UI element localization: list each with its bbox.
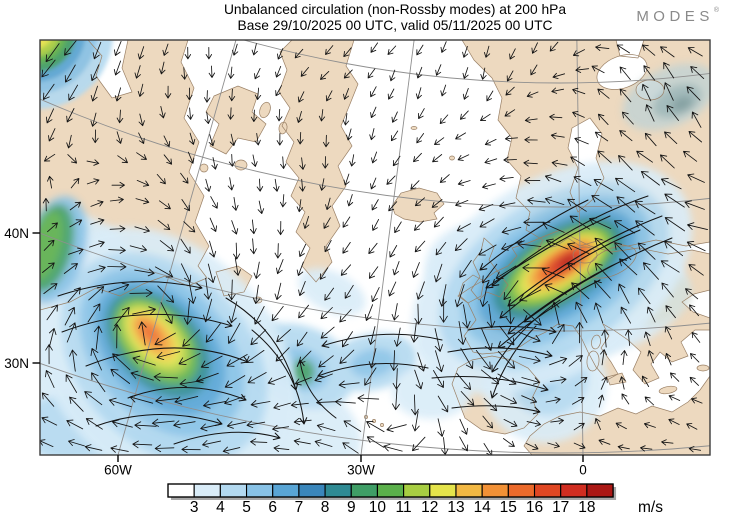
colorbar-cell — [219, 483, 248, 498]
colorbar-cell — [298, 483, 326, 498]
colorbar-tick-label: 4 — [216, 499, 225, 516]
colorbar-cell — [376, 483, 405, 498]
colorbar-tick-label: 15 — [500, 499, 517, 516]
figure-title: Unbalanced circulation (non-Rossby modes… — [223, 2, 567, 17]
wind-arrow-field — [40, 40, 708, 455]
colorbar-cell — [429, 483, 457, 498]
modes-logo: MODES® — [636, 7, 719, 25]
colorbar-cell — [193, 483, 221, 498]
streamline-arrows — [57, 195, 673, 445]
colorbar-cell — [350, 483, 378, 498]
colorbar-tick-label: 16 — [526, 499, 543, 516]
wind-arrows — [40, 40, 708, 455]
colorbar-tick-label: 13 — [447, 499, 464, 516]
lat-label: 30N — [4, 356, 29, 371]
colorbar-cell — [481, 483, 509, 498]
modes-logo-text: MODES — [636, 8, 714, 25]
lon-label: 30W — [347, 463, 375, 478]
colorbar-tick-label: 7 — [295, 499, 304, 516]
colorbar-tick-label: 8 — [321, 499, 330, 516]
lon-label: 60W — [104, 463, 132, 478]
colorbar-cell — [403, 483, 431, 498]
colorbar-cell — [324, 483, 352, 498]
registered-mark-icon: ® — [713, 7, 719, 14]
colorbar-tick-label: 12 — [421, 499, 438, 516]
colorbar-tick-label: 14 — [474, 499, 492, 516]
colorbar — [167, 483, 614, 498]
colorbar-tick-label: 11 — [396, 499, 412, 516]
lat-label: 40N — [4, 226, 29, 241]
colorbar-tick-label: 17 — [552, 499, 569, 516]
colorbar-cell — [455, 483, 483, 498]
colorbar-cell — [560, 483, 588, 498]
colorbar-cell — [272, 483, 300, 498]
colorbar-tick-label: 10 — [369, 499, 387, 516]
colorbar-tick-label: 3 — [190, 499, 199, 516]
colorbar-cell — [167, 483, 195, 498]
axis-labels: 40N 30N 60W 30W 0 — [4, 226, 587, 478]
colorbar-labels: 3 4 5 6 7 8 9 10 11 12 13 14 15 16 17 18 m/s — [190, 499, 663, 516]
map-frame — [39, 39, 711, 456]
colorbar-cell — [533, 483, 562, 498]
colorbar-cell — [245, 483, 274, 498]
colorbar-tick-label: 9 — [347, 499, 356, 516]
axis-ticks — [32, 232, 584, 462]
colorbar-unit: m/s — [638, 499, 663, 516]
figure-subtitle: Base 29/10/2025 00 UTC, valid 05/11/2025… — [237, 18, 553, 33]
colorbar-tick-label: 18 — [578, 499, 595, 516]
colorbar-tick-label: 6 — [268, 499, 277, 516]
coastlines — [40, 40, 710, 455]
colorbar-tick-label: 5 — [242, 499, 251, 516]
figure-header: Unbalanced circulation (non-Rossby modes… — [40, 2, 750, 34]
colorbar-cell — [507, 483, 536, 498]
speed-blob-corner — [40, 40, 114, 110]
colorbar-cell — [586, 483, 614, 498]
lon-label: 0 — [579, 463, 587, 478]
